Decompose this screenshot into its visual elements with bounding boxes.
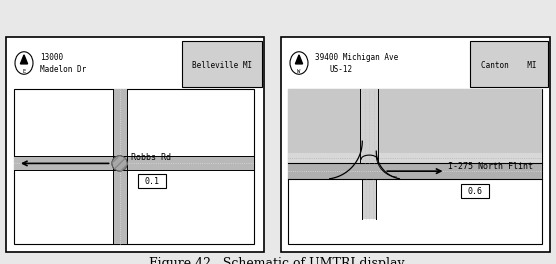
Text: Robbs Rd: Robbs Rd xyxy=(131,153,171,162)
Text: Madelon Dr: Madelon Dr xyxy=(40,64,86,73)
Text: Belleville MI: Belleville MI xyxy=(192,60,252,69)
Text: E: E xyxy=(22,69,26,74)
Bar xyxy=(137,175,166,188)
Bar xyxy=(14,89,254,244)
Bar xyxy=(360,89,378,163)
Bar xyxy=(363,179,376,219)
Text: Canton    MI: Canton MI xyxy=(481,60,537,69)
Text: 0.6: 0.6 xyxy=(468,187,483,196)
Bar xyxy=(288,89,542,244)
Bar xyxy=(113,89,127,244)
Bar xyxy=(470,41,548,87)
Bar xyxy=(461,184,489,198)
Bar xyxy=(6,37,264,252)
Ellipse shape xyxy=(290,52,308,74)
Text: 39400 Michigan Ave: 39400 Michigan Ave xyxy=(315,54,398,63)
Polygon shape xyxy=(21,55,28,64)
Bar xyxy=(281,37,550,252)
Text: US-12: US-12 xyxy=(329,64,352,73)
Bar xyxy=(288,89,542,163)
Bar xyxy=(288,153,542,163)
Bar xyxy=(182,41,262,87)
Polygon shape xyxy=(295,55,302,64)
Bar xyxy=(288,163,542,179)
Ellipse shape xyxy=(112,156,127,171)
Ellipse shape xyxy=(15,52,33,74)
Text: Figure 42.  Schematic of UMTRI display.: Figure 42. Schematic of UMTRI display. xyxy=(149,257,407,264)
Bar xyxy=(14,156,254,170)
Text: 0.1: 0.1 xyxy=(144,177,159,186)
Text: I-275 North Flint: I-275 North Flint xyxy=(449,162,533,171)
Text: 13000: 13000 xyxy=(40,54,63,63)
Text: W: W xyxy=(297,69,301,74)
